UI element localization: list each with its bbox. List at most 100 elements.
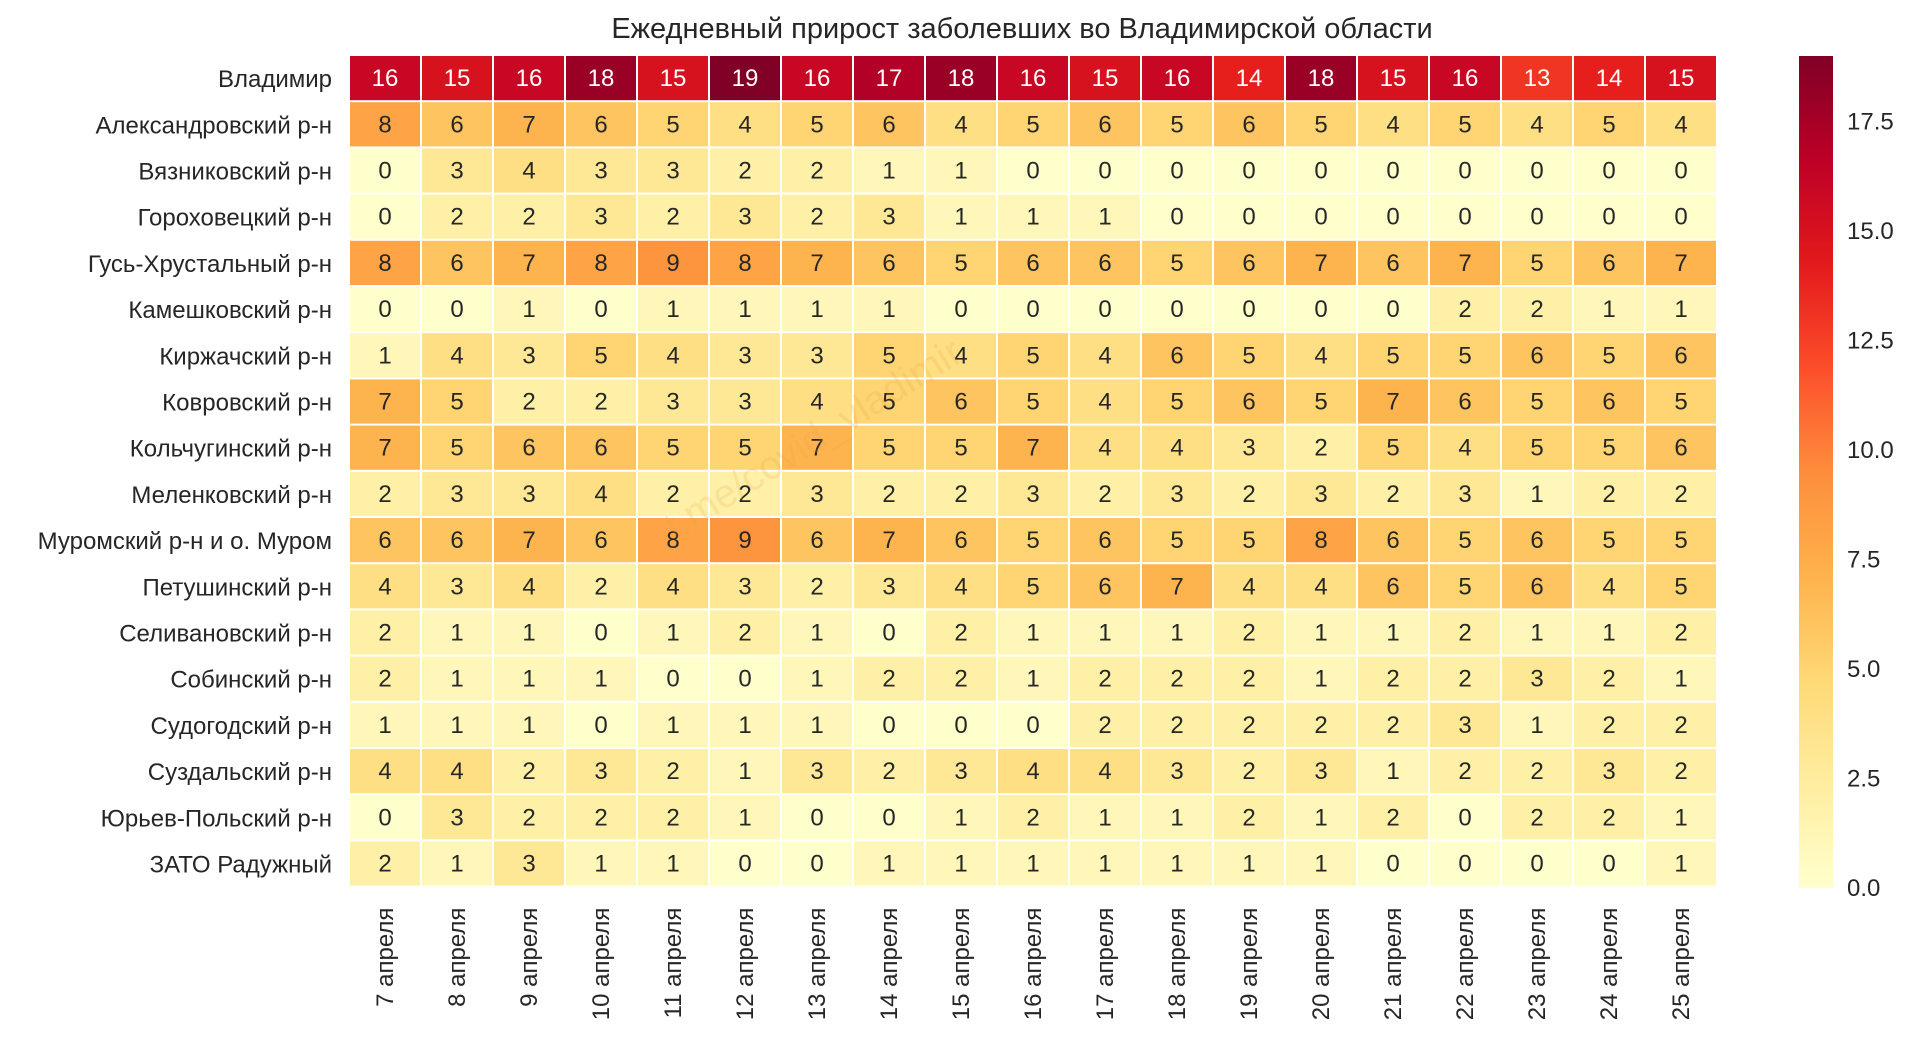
cell-value-label: 2 [954,620,967,647]
cell-value-label: 2 [1026,804,1039,831]
heatmap-cell [1142,425,1212,470]
cell-value-label: 6 [1386,573,1399,600]
cell-value-label: 6 [1098,573,1111,600]
cell-value-label: 2 [1458,758,1471,785]
cell-value-label: 9 [666,250,679,277]
cell-value-label: 7 [378,389,391,416]
cell-value-label: 3 [1314,758,1327,785]
cell-value-label: 4 [666,573,679,600]
heatmap-cell [782,841,852,886]
cell-value-label: 0 [1386,204,1399,231]
heatmap-cell [1430,749,1500,794]
cell-value-label: 7 [522,527,535,554]
cell-value-label: 2 [1602,804,1615,831]
cell-value-label: 1 [594,851,607,878]
cell-value-label: 0 [1530,851,1543,878]
cell-value-label: 7 [1458,250,1471,277]
heatmap-cell [1070,471,1140,516]
heatmap-cell [566,749,636,794]
cell-value-label: 2 [1098,481,1111,508]
heatmap-cell [710,56,780,101]
row-label: Кольчугинский р-н [130,436,332,463]
heatmap-cell [1070,841,1140,886]
cell-value-label: 5 [1530,250,1543,277]
heatmap-cell [782,471,852,516]
heatmap-cell [1286,656,1356,701]
heatmap-cell [926,56,996,101]
heatmap-cell [1142,56,1212,101]
cell-value-label: 4 [1530,111,1543,138]
heatmap-cell [998,518,1068,563]
heatmap-cell [1142,795,1212,840]
heatmap-cell [1574,795,1644,840]
cell-value-label: 2 [522,758,535,785]
heatmap-cell [710,610,780,655]
cell-value-label: 0 [1386,158,1399,185]
heatmap-cell [494,656,564,701]
heatmap-cell [1142,702,1212,747]
heatmap-cell [1646,841,1716,886]
cell-value-label: 8 [666,527,679,554]
cell-value-label: 5 [738,435,751,462]
cell-value-label: 0 [1602,204,1615,231]
cell-value-label: 4 [1098,389,1111,416]
cell-value-label: 1 [522,666,535,693]
cell-value-label: 4 [666,342,679,369]
row-label: Суздальский р-н [148,759,332,786]
column-label: 24 апреля [1596,908,1623,1021]
cell-value-label: 2 [954,666,967,693]
cell-value-label: 18 [1308,65,1335,92]
heatmap-cell [998,240,1068,285]
heatmap-cell [1430,702,1500,747]
colorbar-ticks: 0.0 2.5 5.0 7.5 10.0 12.5 15.0 17.5 [1847,109,1894,902]
cell-value-label: 0 [1458,851,1471,878]
cell-value-label: 7 [810,435,823,462]
heatmap-cell [1502,425,1572,470]
cell-value-label: 2 [1242,620,1255,647]
heatmap-cell [566,795,636,840]
cell-value-label: 4 [594,481,607,508]
cell-value-label: 3 [882,573,895,600]
heatmap-cell [1502,56,1572,101]
heatmap-cell [854,425,924,470]
cell-value-label: 3 [738,573,751,600]
heatmap-cell [1214,471,1284,516]
cell-value-label: 2 [378,851,391,878]
heatmap-cell [782,194,852,239]
cell-value-label: 16 [1164,65,1191,92]
heatmap-cell [710,656,780,701]
heatmap-cell [1214,56,1284,101]
cell-value-label: 6 [1242,389,1255,416]
cell-value-label: 3 [1458,481,1471,508]
heatmap-cell [1502,333,1572,378]
heatmap-cell [422,702,492,747]
heatmap-cell [1574,148,1644,193]
cell-value-label: 8 [738,250,751,277]
cell-value-label: 0 [1386,851,1399,878]
cell-value-label: 4 [450,758,463,785]
cell-value-label: 1 [738,296,751,323]
heatmap-cell [1214,841,1284,886]
heatmap-cell [350,564,420,609]
cell-value-label: 16 [372,65,399,92]
cell-value-label: 2 [1098,666,1111,693]
row-label: Камешковский р-н [128,297,332,324]
row-label: Юрьев-Польский р-н [101,805,332,832]
cell-value-label: 1 [1602,296,1615,323]
column-label: 14 апреля [876,908,903,1021]
heatmap-cell [1214,795,1284,840]
cell-value-label: 7 [1170,573,1183,600]
heatmap-cell [1502,471,1572,516]
heatmap-cell [1286,102,1356,147]
cell-value-label: 1 [450,851,463,878]
cell-value-label: 1 [738,804,751,831]
cell-value-label: 0 [1026,158,1039,185]
heatmap-cell [350,610,420,655]
heatmap-cell [1070,102,1140,147]
cell-value-label: 3 [450,804,463,831]
heatmap-cell [1214,333,1284,378]
heatmap-cell [1358,702,1428,747]
heatmap-cell [1214,287,1284,332]
heatmap-cell [782,148,852,193]
heatmap-cell [494,287,564,332]
